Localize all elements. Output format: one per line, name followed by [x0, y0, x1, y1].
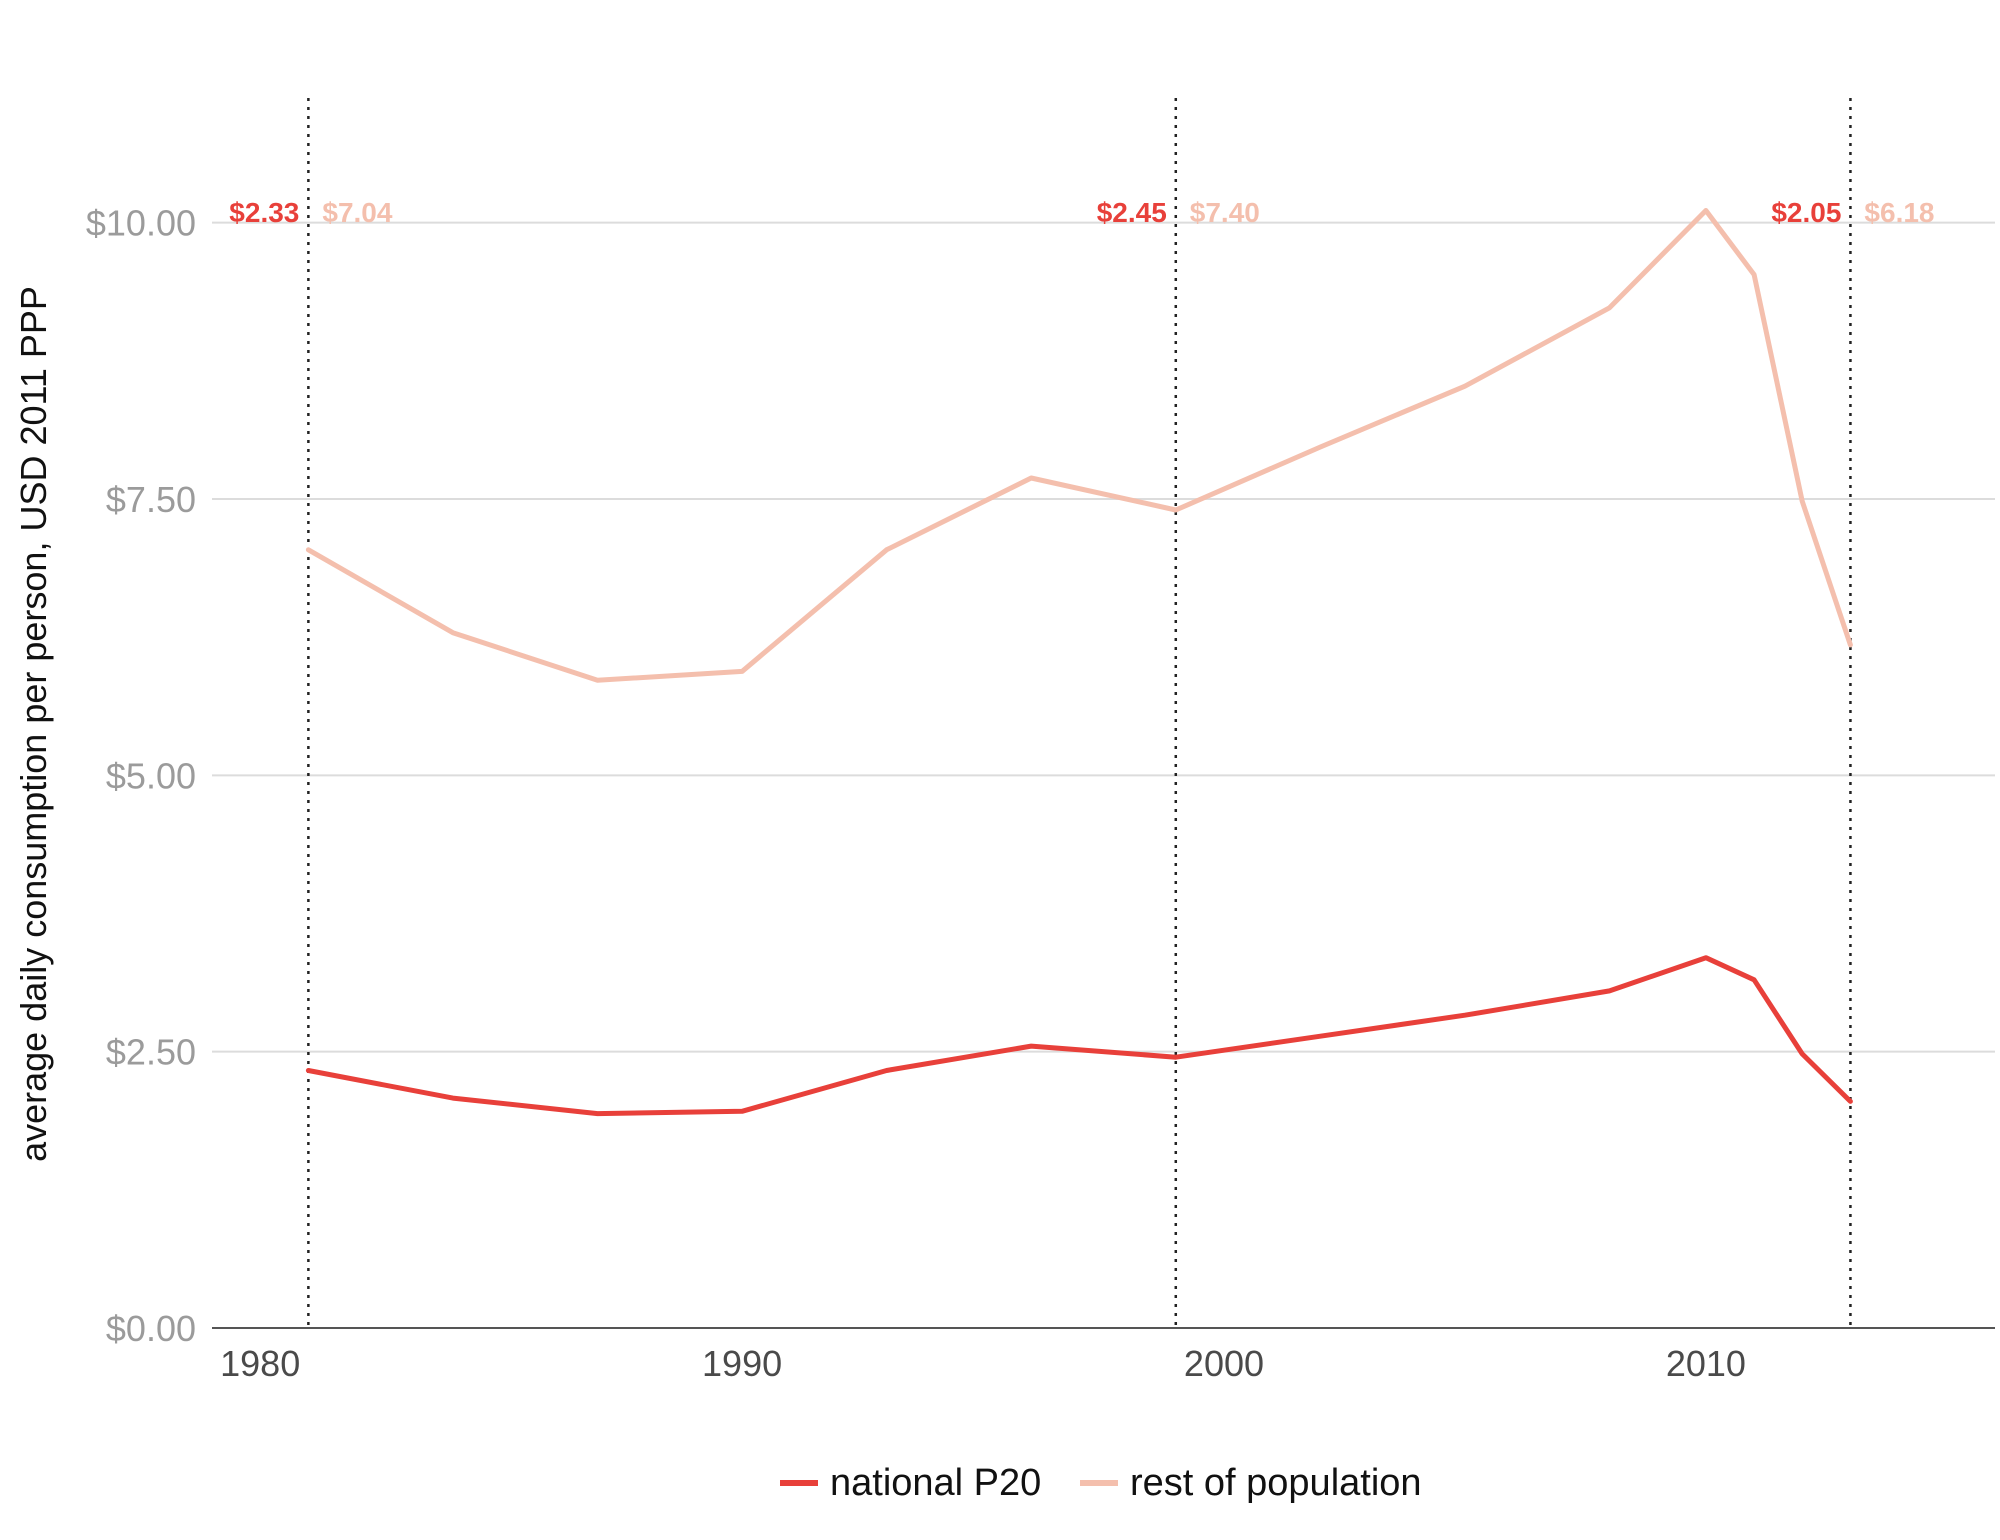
p20-annotation: $2.33 — [229, 197, 299, 228]
y-tick-label: $2.50 — [106, 1032, 196, 1073]
x-tick-label: 1980 — [220, 1343, 300, 1384]
series-line-rest-of-population — [305, 208, 1853, 683]
x-tick-label: 1990 — [702, 1343, 782, 1384]
x-tick-label: 2000 — [1184, 1343, 1264, 1384]
rest-annotation: $6.18 — [1864, 197, 1934, 228]
p20-annotation: $2.05 — [1771, 197, 1841, 228]
legend-label: rest of population — [1130, 1462, 1422, 1504]
legend-label: national P20 — [830, 1462, 1041, 1504]
p20-annotation: $2.45 — [1097, 197, 1167, 228]
y-tick-label: $5.00 — [106, 755, 196, 796]
y-tick-label: $10.00 — [86, 203, 196, 244]
series-lines — [305, 208, 1853, 1117]
gridlines — [212, 221, 1995, 1053]
y-axis-label: average daily consumption per person, US… — [13, 286, 54, 1162]
rest-annotation: $7.40 — [1190, 197, 1260, 228]
reference-lines — [307, 98, 1852, 1328]
x-tick-labels: 1980 1990 2000 2010 — [220, 1343, 1746, 1384]
rest-annotation: $7.04 — [322, 197, 392, 228]
reference-annotations: $2.33 $7.04 $2.45 $7.40 $2.05 $6.18 — [229, 197, 1934, 228]
series-line-national-p20 — [305, 955, 1853, 1117]
x-tick-label: 2010 — [1666, 1343, 1746, 1384]
y-tick-label: $7.50 — [106, 479, 196, 520]
legend: national P20 rest of population — [780, 1462, 1422, 1504]
y-tick-labels: $0.00 $2.50 $5.00 $7.50 $10.00 — [86, 203, 196, 1349]
y-tick-label: $0.00 — [106, 1308, 196, 1349]
